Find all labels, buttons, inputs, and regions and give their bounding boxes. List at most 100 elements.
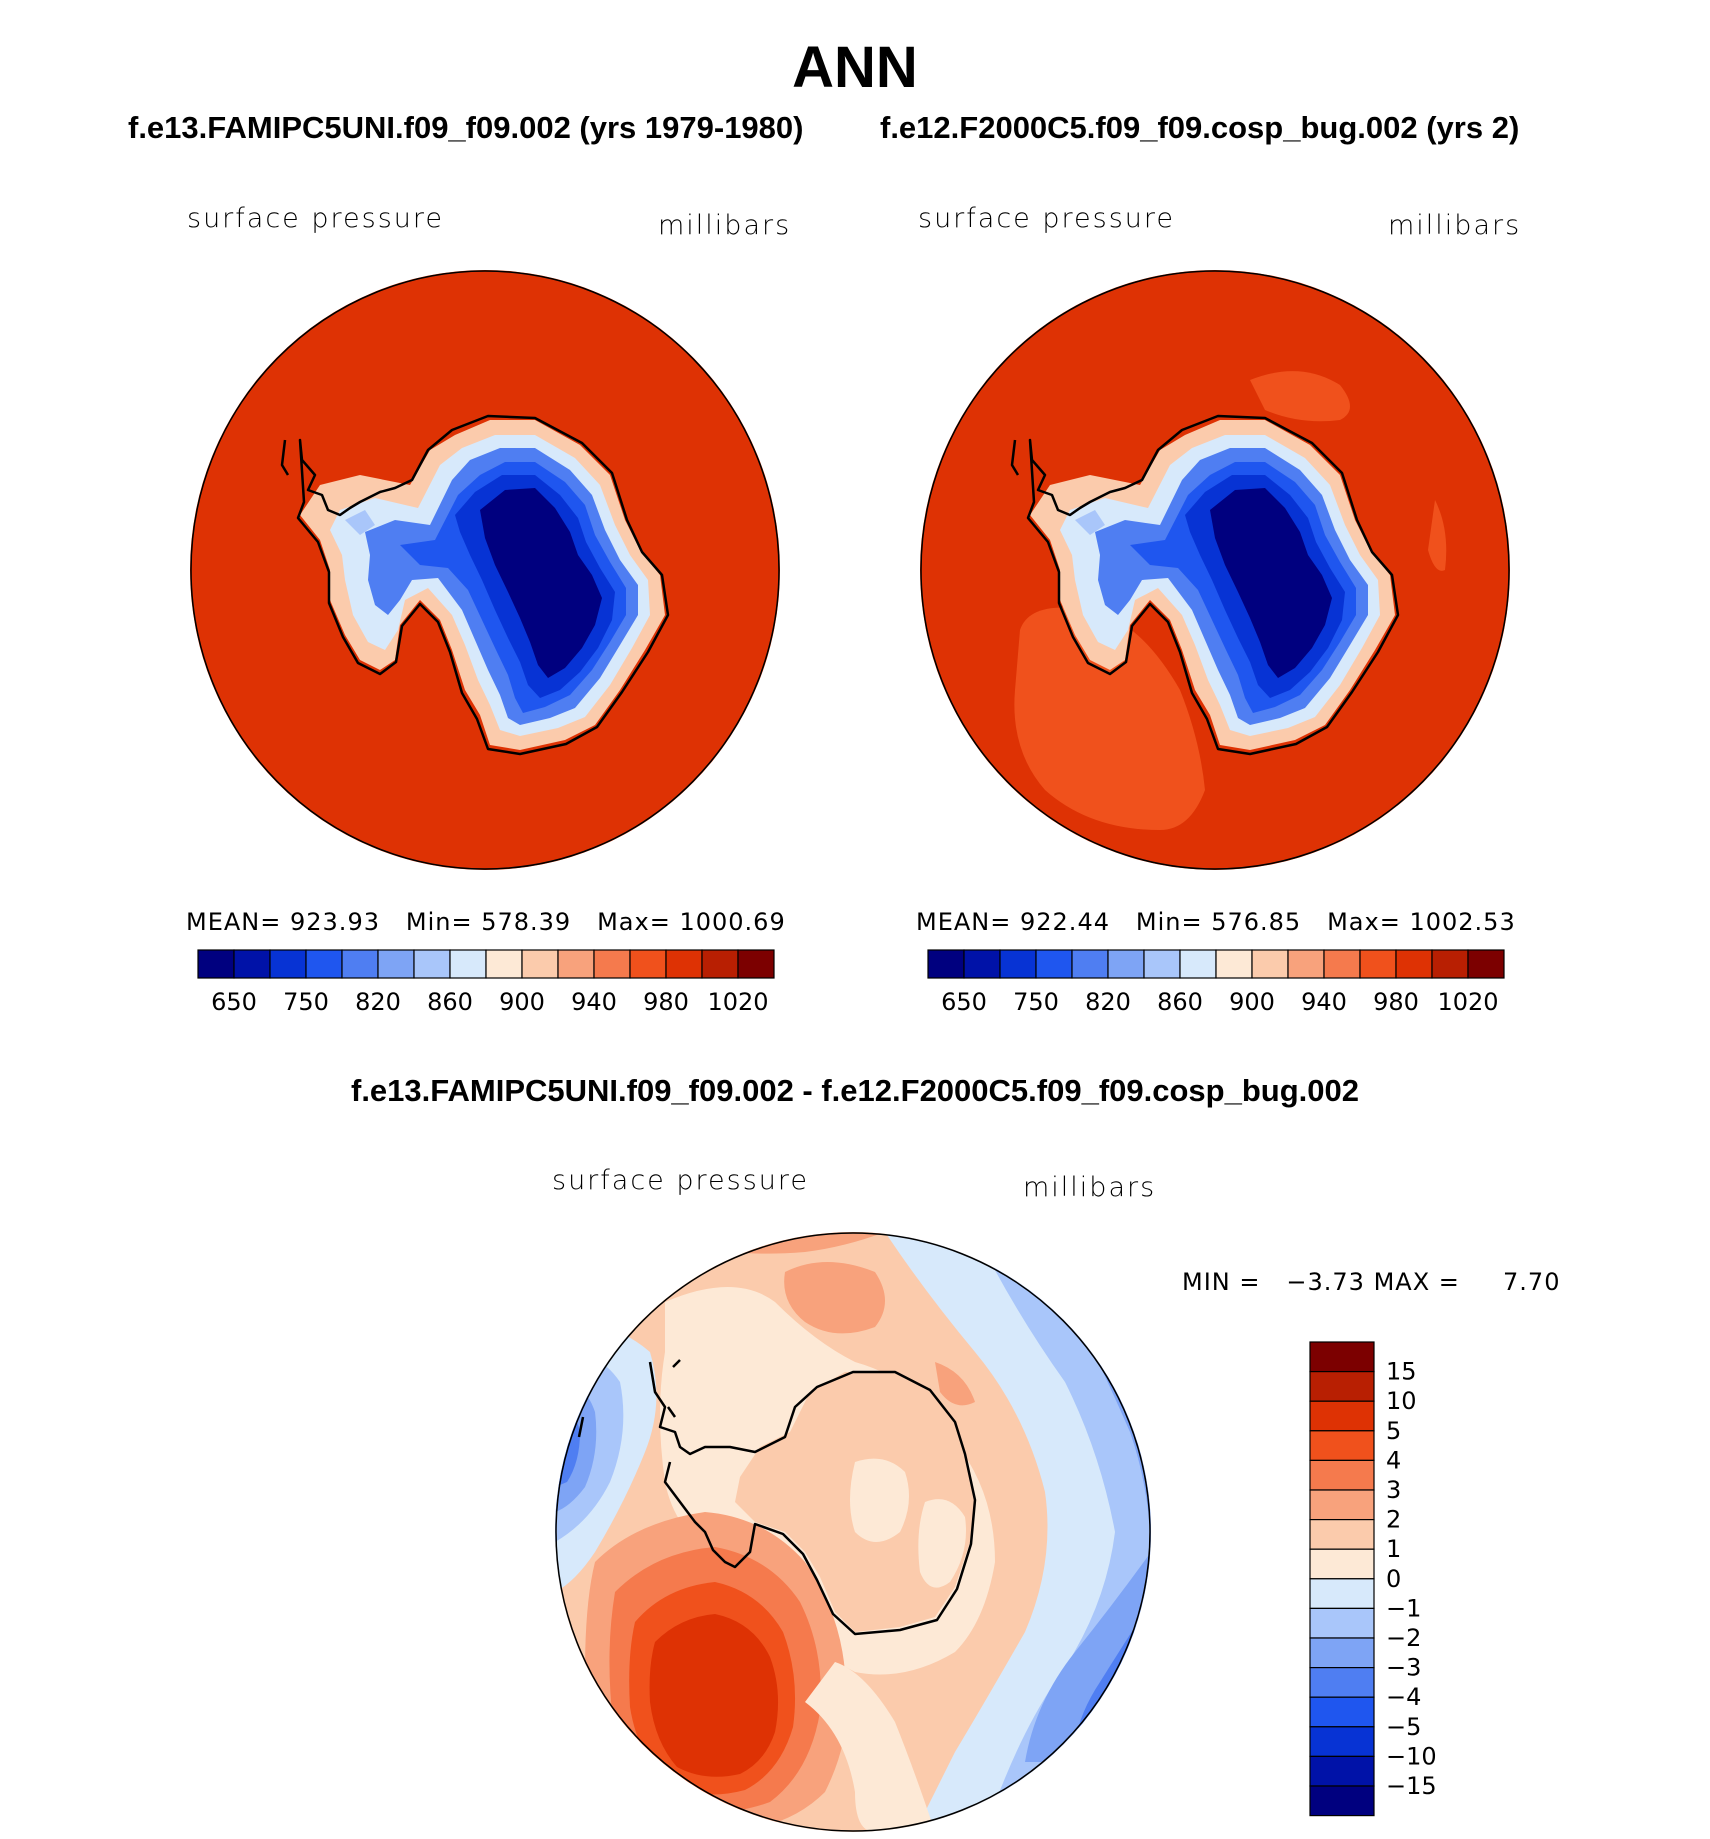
panel1-colorbar-box (593, 949, 631, 979)
panel2-colorbar-box (1467, 949, 1505, 979)
panel2-colorbar-box (1071, 949, 1109, 979)
case1-title: f.e13.FAMIPC5UNI.f09_f09.002 (yrs 1979-1… (128, 110, 804, 145)
panel3-colorbar-box (1309, 1459, 1375, 1491)
panel1-colorbar-tick-label: 980 (643, 988, 689, 1016)
panel3-colorbar-box (1309, 1726, 1375, 1757)
panel2-colorbar-box (1107, 949, 1145, 979)
panel2-colorbar-box (1359, 949, 1397, 979)
panel3-colorbar-tick-label: −4 (1386, 1683, 1421, 1711)
panel3-variable-label: surface pressure (552, 1165, 809, 1196)
panel2-min-value: 576.85 (1211, 908, 1302, 936)
panel2-anomaly-blob (1014, 607, 1205, 830)
panel1-map (190, 270, 780, 870)
panel2-colorbar-tick-label: 860 (1157, 988, 1203, 1016)
panel2-mean-label: MEAN= (916, 908, 1012, 936)
panel2-min-label: Min= (1135, 908, 1203, 936)
panel3-colorbar-box (1309, 1371, 1375, 1402)
panel2-colorbar-tick-label: 940 (1301, 988, 1347, 1016)
panel2-anomaly-blob-2 (1250, 371, 1350, 422)
panel3-colorbar-tick-label: 2 (1386, 1506, 1401, 1534)
panel3-colorbar-box (1309, 1578, 1375, 1610)
panel2-colorbar-tick-label: 820 (1085, 988, 1131, 1016)
panel1-colorbar-box (701, 949, 739, 979)
panel1-colorbar-box (377, 949, 415, 979)
panel2-colorbar-box (1287, 949, 1325, 979)
panel1-max-label: Max= (597, 908, 671, 936)
panel1-units-label: millibars (658, 210, 792, 241)
panel1-colorbar-tick-label: 860 (427, 988, 473, 1016)
panel1-colorbar-box (485, 949, 523, 979)
panel2-colorbar-tick-label: 1020 (1437, 988, 1498, 1016)
panel3-colorbar-tick-label: 4 (1386, 1446, 1401, 1474)
panel3-colorbar-tick-label: −5 (1386, 1713, 1421, 1741)
panel2-colorbar-tick-label: 750 (1013, 988, 1059, 1016)
panel2-antarctica-field (1030, 420, 1395, 750)
panel2-colorbar-box (1179, 949, 1217, 979)
panel1-colorbar-box (521, 949, 559, 979)
panel1-colorbar-box (629, 949, 667, 979)
panel2-max-value: 1002.53 (1409, 908, 1516, 936)
panel2-colorbar-box (927, 949, 965, 979)
panel3-colorbar-tick-label: 10 (1386, 1387, 1417, 1415)
panel3-max-label: MAX = (1373, 1268, 1460, 1296)
panel2-stats: MEAN= 922.44 Min= 576.85 Max= 1002.53 (916, 908, 1516, 936)
panel2-colorbar-box (1035, 949, 1073, 979)
panel1-colorbar-box (737, 949, 775, 979)
panel3-coastline (577, 1359, 977, 1636)
panel3-colorbar-tick-label: 1 (1386, 1535, 1401, 1563)
panel2-colorbar-box (1395, 949, 1433, 979)
panel2-colorbar-box (1323, 949, 1361, 979)
panel2-colorbar-tick-label: 900 (1229, 988, 1275, 1016)
panel1-colorbar-tick-label: 900 (499, 988, 545, 1016)
panel2-anomaly-blob-3 (1428, 500, 1447, 571)
diff-title: f.e13.FAMIPC5UNI.f09_f09.002 - f.e12.F20… (351, 1073, 1359, 1108)
panel1-colorbar-tick-label: 750 (283, 988, 329, 1016)
panel3-colorbar-tick-label: 5 (1386, 1417, 1401, 1445)
panel1-stats: MEAN= 923.93 Min= 578.39 Max= 1000.69 (186, 908, 786, 936)
panel2-max-label: Max= (1327, 908, 1401, 936)
panel2-colorbar-box (1143, 949, 1181, 979)
panel1-colorbar: 650 750 820 860 900 940 980 1020 (197, 949, 775, 1016)
panel1-colorbar-box (449, 949, 487, 979)
panel1-colorbar-box (305, 949, 343, 979)
panel3-max-value: 7.70 (1503, 1268, 1561, 1296)
panel3-map (555, 1232, 1151, 1832)
panel2-colorbar-box (999, 949, 1037, 979)
panel3-colorbar-tick-label: 3 (1386, 1476, 1401, 1504)
panel1-min-value: 578.39 (481, 908, 572, 936)
case2-title: f.e12.F2000C5.f09_f09.cosp_bug.002 (yrs … (880, 110, 1520, 145)
panel1-mean-label: MEAN= (186, 908, 282, 936)
panel1-min-label: Min= (405, 908, 473, 936)
panel1-colorbar-box (413, 949, 451, 979)
panel2-units-label: millibars (1388, 210, 1522, 241)
panel3-colorbar-tick-label: −15 (1386, 1772, 1437, 1800)
panel1-colorbar-tick-label: 940 (571, 988, 617, 1016)
panel1-antarctica-field (300, 420, 665, 750)
panel1-colorbar-tick-label: 1020 (707, 988, 768, 1016)
panel1-max-value: 1000.69 (679, 908, 786, 936)
panel1-colorbar-box (197, 949, 235, 979)
panel1-colorbar-tick-label: 650 (211, 988, 257, 1016)
panel3-colorbar-tick-label: −10 (1386, 1742, 1437, 1770)
panel2-map-border (920, 270, 1510, 870)
panel3-colorbar-box (1309, 1667, 1375, 1698)
panel3-colorbar-box (1309, 1341, 1375, 1373)
panel2-colorbar-box (1431, 949, 1469, 979)
panel3-colorbar-box (1309, 1430, 1375, 1462)
panel3-colorbar-tick-label: −1 (1386, 1594, 1421, 1622)
panel1-colorbar-box (557, 949, 595, 979)
panel3-min-label: MIN = (1182, 1268, 1261, 1296)
panel1-colorbar-box (269, 949, 307, 979)
panel1-colorbar-box (665, 949, 703, 979)
panel2-variable-label: surface pressure (918, 203, 1175, 234)
panel2-colorbar-tick-label: 650 (941, 988, 987, 1016)
panel3-colorbar-box (1309, 1755, 1375, 1787)
panel3-colorbar-box (1309, 1607, 1375, 1639)
panel3-stats: MIN = −3.73 MAX = 7.70 (1182, 1268, 1560, 1296)
panel2-colorbar: 650 750 820 860 900 940 980 1020 (927, 949, 1505, 1016)
panel1-map-border (190, 270, 780, 870)
panel3-colorbar-box (1309, 1548, 1375, 1580)
panel3-colorbar-box (1309, 1696, 1375, 1728)
panel2-mean-value: 922.44 (1020, 908, 1110, 936)
